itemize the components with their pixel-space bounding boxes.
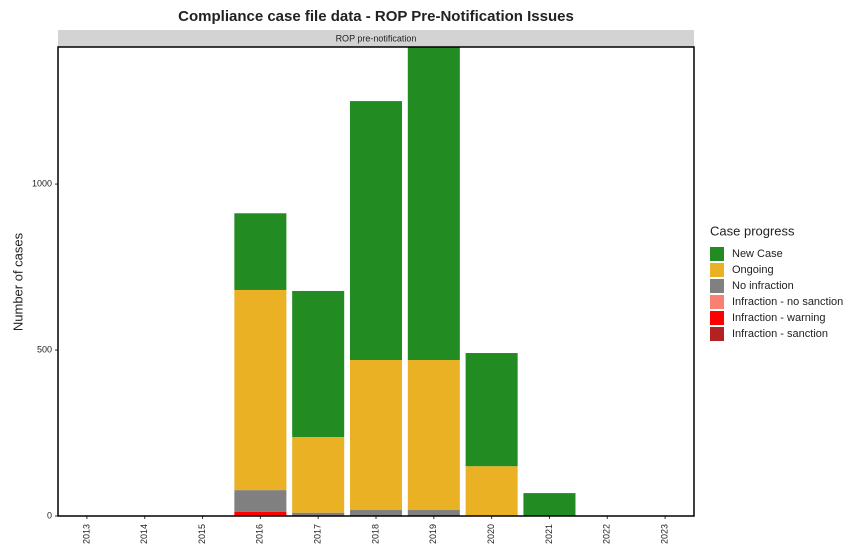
- x-tick-label: 2013: [81, 524, 91, 544]
- bar-segment: [349, 101, 403, 360]
- bar-segment: [349, 359, 403, 511]
- legend-swatch: [710, 295, 724, 309]
- legend-label: Infraction - sanction: [732, 328, 828, 340]
- legend-label: No infraction: [732, 280, 794, 292]
- bar-segment: [292, 512, 345, 516]
- x-tick-label: 2018: [370, 524, 380, 544]
- legend-label: Ongoing: [732, 264, 774, 276]
- panel-border: [57, 46, 695, 517]
- legend-swatch: [710, 279, 724, 293]
- x-tick-label: 2020: [486, 524, 496, 544]
- facet-strip: [58, 30, 694, 47]
- bar-segment: [349, 510, 403, 516]
- x-tick-label: 2023: [659, 524, 669, 544]
- legend-swatch: [710, 327, 724, 341]
- legend-label: Infraction - no sanction: [732, 296, 843, 308]
- bar-segment: [465, 466, 518, 516]
- bar-segment: [234, 213, 287, 290]
- legend-label: New Case: [732, 248, 783, 260]
- x-tick-label: 2015: [197, 524, 207, 544]
- legend-title: Case progress: [710, 223, 795, 238]
- y-tick-label: 500: [37, 344, 52, 354]
- bar-segment: [234, 511, 287, 516]
- legend-label: Infraction - warning: [732, 312, 826, 324]
- y-axis-label: Number of cases: [10, 232, 25, 331]
- y-tick-label: 1000: [32, 178, 52, 188]
- legend-swatch: [710, 311, 724, 325]
- bar-segment: [465, 353, 518, 467]
- bar-segment: [234, 490, 287, 512]
- bar-segment: [407, 359, 460, 511]
- y-tick-label: 0: [47, 510, 52, 520]
- x-tick-label: 2017: [313, 524, 323, 544]
- x-tick-label: 2021: [544, 524, 554, 544]
- x-tick-label: 2022: [602, 524, 612, 544]
- bar-segment: [523, 493, 576, 516]
- bar-segment: [407, 47, 460, 360]
- bar-segment: [407, 510, 460, 516]
- x-tick-label: 2016: [255, 524, 265, 544]
- legend-swatch: [710, 247, 724, 261]
- bar-segment: [234, 289, 287, 491]
- chart-title: Compliance case file data - ROP Pre-Noti…: [178, 8, 574, 25]
- x-tick-label: 2014: [139, 524, 149, 544]
- legend-swatch: [710, 263, 724, 277]
- facet-label: ROP pre-notification: [336, 33, 417, 43]
- bar-segment: [292, 437, 345, 513]
- bar-segment: [292, 290, 345, 438]
- x-tick-label: 2019: [428, 524, 438, 544]
